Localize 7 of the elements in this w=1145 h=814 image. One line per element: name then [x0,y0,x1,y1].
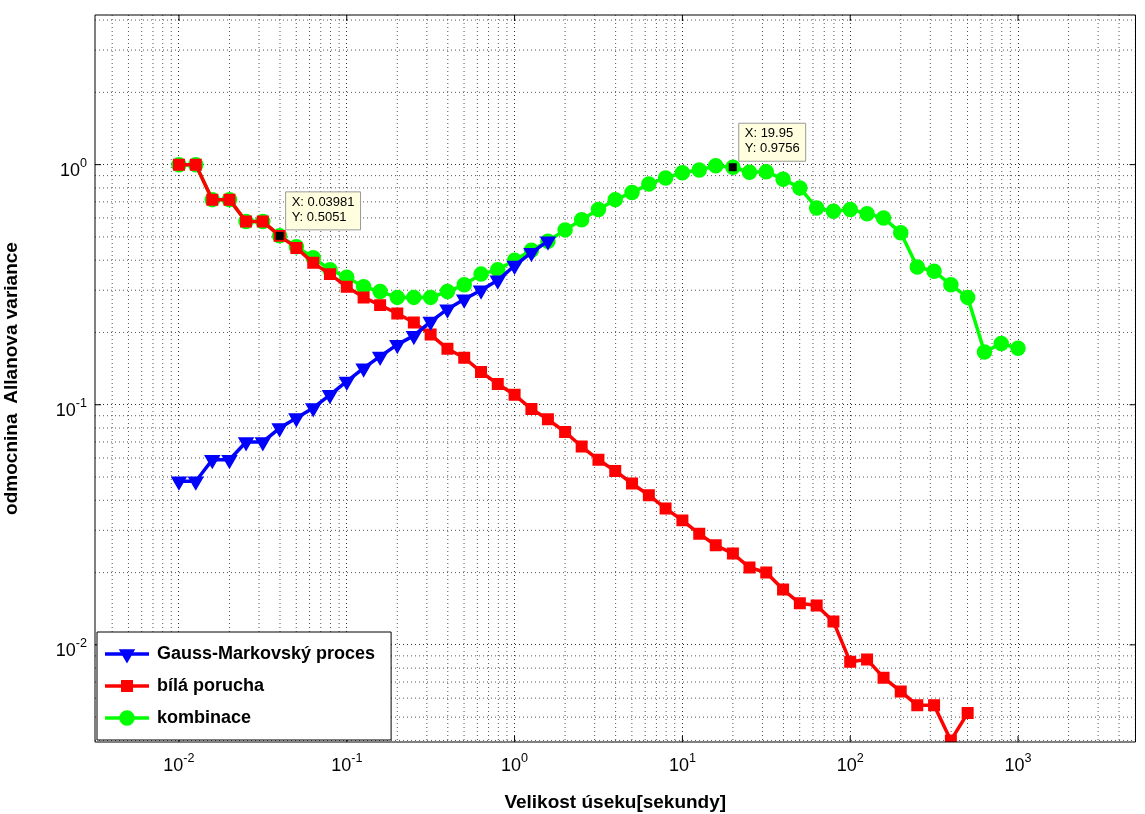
y-axis-title: odmocnina Allanova variance [0,242,21,515]
x-axis-title: Velikost úseku[sekundy] [504,790,727,812]
legend-label: kombinace [157,706,252,727]
annotation: X: 19.95 Y: 0.9756 [744,125,800,156]
legend-label: Gauss-Markovský proces [157,642,376,663]
legend-label: bílá porucha [157,674,265,695]
annotation: X: 0.03981 Y: 0.5051 [291,193,355,224]
